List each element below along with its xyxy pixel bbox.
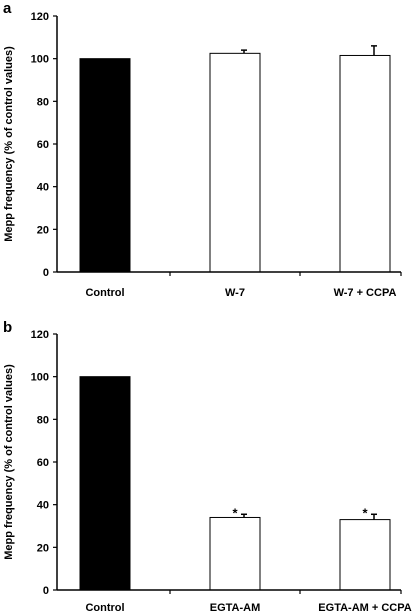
panel-b-significance-marker-3: *: [362, 505, 368, 520]
panel-b-category-label-1: Control: [85, 602, 124, 613]
panel-b-category-label-2: EGTA-AM: [210, 602, 261, 613]
panel-a: a Mepp frequency (% of control values) Con…: [3, 0, 402, 299]
panel-a-y-tick-label-80: 80: [37, 96, 49, 108]
panel-a-y-tick-label-20: 20: [37, 224, 49, 236]
panel-a-category-label-3: W-7 + CCPA: [334, 287, 397, 299]
panel-b-bar-2: [209, 516, 261, 591]
panel-a-category-label-1: Control: [85, 287, 124, 299]
panel-b-y-tick-label-100: 100: [31, 372, 49, 384]
panel-b-category-label-3: EGTA-AM + CCPA: [318, 602, 411, 613]
panel-b-y-tick-label-60: 60: [37, 457, 49, 469]
panel-b-y-tick-label-80: 80: [37, 414, 49, 426]
panel-b-bar-1: [79, 376, 131, 591]
panel-a-bar-1: [79, 58, 131, 273]
panel-a-bar-3: [339, 54, 391, 273]
panel-b-significance-marker-2: *: [232, 505, 238, 520]
panel-b-letter: b: [3, 319, 12, 336]
panel-a-bar-2: [209, 52, 261, 273]
panel-b: b Mepp frequency (% of control values) Con…: [3, 319, 412, 613]
panel-b-bar-3: [339, 519, 391, 591]
panel-a-y-tick-label-60: 60: [37, 139, 49, 151]
panel-b-y-tick-label-120: 120: [31, 329, 49, 341]
panel-a-y-tick-label-0: 0: [43, 267, 49, 279]
panel-a-letter: a: [3, 0, 12, 17]
panel-a-y-tick-label-40: 40: [37, 182, 49, 194]
panel-b-y-axis-title: Mepp frequency (% of control values): [3, 364, 15, 560]
panel-b-y-tick-label-20: 20: [37, 542, 49, 554]
panel-a-category-label-2: W-7: [225, 287, 245, 299]
panel-a-y-tick-label-120: 120: [31, 11, 49, 23]
panel-b-y-tick-label-40: 40: [37, 500, 49, 512]
panel-a-y-tick-label-100: 100: [31, 54, 49, 66]
panel-b-y-tick-label-0: 0: [43, 585, 49, 597]
panel-a-y-axis-title: Mepp frequency (% of control values): [3, 46, 15, 242]
